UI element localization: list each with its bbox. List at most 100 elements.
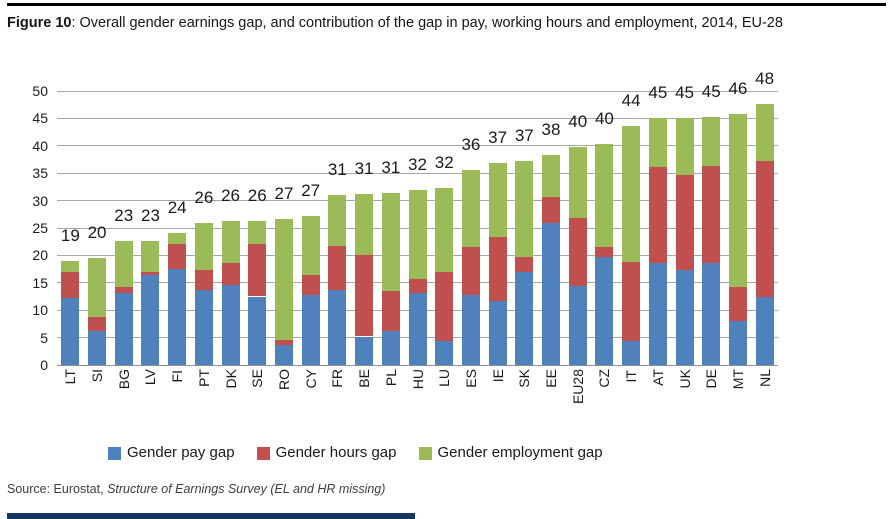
bar-segment-bg-gender-employment-gap xyxy=(114,241,133,288)
bar-total-label: 24 xyxy=(167,197,187,217)
bar-segment-hu-gender-pay-gap xyxy=(408,292,427,365)
x-axis-label-lu: LU xyxy=(435,369,453,431)
y-tick-label: 40 xyxy=(32,137,48,154)
x-axis-label-text: IT xyxy=(623,369,640,382)
bar-segment-hu-gender-employment-gap xyxy=(408,190,427,279)
bar-total-label: 26 xyxy=(194,187,214,207)
legend-label: Gender employment gap xyxy=(437,444,603,461)
bar-total-label: 27 xyxy=(274,184,294,204)
bar-segment-lu-gender-employment-gap xyxy=(435,187,454,272)
bar-segment-ie-gender-pay-gap xyxy=(488,301,507,365)
y-tick-label: 50 xyxy=(32,83,48,99)
x-axis-label-text: MT xyxy=(729,369,746,390)
bar-total-label: 40 xyxy=(594,109,614,129)
x-axis-line xyxy=(57,364,778,366)
cropped-next-section-rule xyxy=(7,513,415,519)
bar-segment-at-gender-pay-gap xyxy=(648,263,667,365)
y-tick-label: 15 xyxy=(32,274,48,291)
bar-segment-nl-gender-hours-gap xyxy=(755,160,774,298)
figure-number-label: Figure 10 xyxy=(7,15,72,31)
x-axis-label-fr: FR xyxy=(328,369,346,431)
bar-segment-es-gender-pay-gap xyxy=(461,295,480,365)
bar-segment-be-gender-employment-gap xyxy=(355,194,374,255)
x-axis-label-text: CY xyxy=(302,369,319,389)
bar-segment-lt-gender-pay-gap xyxy=(61,297,80,365)
bar-segment-lv-gender-pay-gap xyxy=(141,274,160,365)
bar-segment-es-gender-hours-gap xyxy=(461,246,480,296)
bar-segment-bg-gender-pay-gap xyxy=(114,292,133,365)
bar-total-label: 36 xyxy=(461,134,481,154)
x-axis-label-text: PT xyxy=(195,369,212,387)
bar-segment-dk-gender-pay-gap xyxy=(221,284,240,365)
bar-segment-pt-gender-employment-gap xyxy=(194,222,213,270)
bar-segment-ee-gender-hours-gap xyxy=(542,196,561,223)
x-axis-label-bg: BG xyxy=(115,369,133,431)
legend-item-gender-pay-gap: Gender pay gap xyxy=(108,445,235,461)
legend-swatch xyxy=(256,446,270,460)
x-axis-label-lt: LT xyxy=(61,369,79,431)
bar-total-label: 27 xyxy=(301,180,321,200)
bar-segment-eu28-gender-employment-gap xyxy=(568,147,587,219)
x-axis-label-text: NL xyxy=(756,369,773,387)
x-axis-label-pl: PL xyxy=(382,369,400,431)
legend-label: Gender pay gap xyxy=(127,444,235,461)
x-axis-label-text: LV xyxy=(142,369,159,386)
bar-segment-fr-gender-hours-gap xyxy=(328,246,347,290)
bar-total-label: 38 xyxy=(541,119,561,139)
x-axis-label-at: AT xyxy=(649,369,667,431)
x-axis-label-text: PL xyxy=(382,369,399,387)
x-axis-label-ie: IE xyxy=(489,369,507,431)
x-axis-label-mt: MT xyxy=(729,369,747,431)
bar-segment-cz-gender-hours-gap xyxy=(595,246,614,258)
y-tick-label: 10 xyxy=(32,302,48,319)
bar-segment-uk-gender-employment-gap xyxy=(675,118,694,175)
bar-segment-pt-gender-hours-gap xyxy=(194,269,213,291)
bar-total-label: 48 xyxy=(755,69,775,89)
bar-total-label: 32 xyxy=(408,155,427,175)
bar-segment-si-gender-employment-gap xyxy=(88,257,107,317)
x-axis-label-de: DE xyxy=(702,369,720,431)
bar-segment-uk-gender-pay-gap xyxy=(675,269,694,365)
bar-total-label: 37 xyxy=(514,125,534,145)
figure-title: Figure 10: Overall gender earnings gap, … xyxy=(7,14,877,32)
bar-segment-cy-gender-employment-gap xyxy=(301,215,320,276)
x-axis-label-text: HU xyxy=(409,369,426,390)
x-axis-label-text: LT xyxy=(62,369,79,385)
x-axis-label-nl: NL xyxy=(756,369,774,431)
bar-segment-fr-gender-pay-gap xyxy=(328,289,347,365)
source-italic: Structure of Earnings Survey (EL and HR … xyxy=(107,482,386,496)
bar-total-label: 26 xyxy=(247,185,267,205)
x-axis-label-text: ES xyxy=(462,369,479,388)
x-axis-label-it: IT xyxy=(622,369,640,431)
bar-total-label: 40 xyxy=(568,112,588,132)
bar-segment-pt-gender-pay-gap xyxy=(194,290,213,365)
top-rule xyxy=(7,3,886,6)
bar-segment-eu28-gender-pay-gap xyxy=(568,285,587,365)
bar-segment-mt-gender-pay-gap xyxy=(728,321,747,365)
bar-segment-at-gender-hours-gap xyxy=(648,166,667,264)
x-axis-label-cz: CZ xyxy=(595,369,613,431)
x-axis-label-lv: LV xyxy=(141,369,159,431)
x-axis-label-be: BE xyxy=(355,369,373,431)
stacked-bar-chart: 0 5 10 15 20 25 30 35 40 45 50 19 LT 20 SI 23 BG 23 LV 24 FI… xyxy=(32,69,778,431)
bar-segment-fi-gender-hours-gap xyxy=(168,244,187,270)
bar-segment-dk-gender-employment-gap xyxy=(221,221,240,263)
bar-segment-se-gender-hours-gap xyxy=(248,244,267,297)
gridline xyxy=(57,90,778,92)
bar-segment-hu-gender-hours-gap xyxy=(408,278,427,293)
gridline xyxy=(57,117,778,119)
bar-segment-cz-gender-employment-gap xyxy=(595,144,614,247)
x-axis-label-text: AT xyxy=(649,369,666,386)
bar-segment-de-gender-employment-gap xyxy=(702,116,721,167)
bar-segment-cz-gender-pay-gap xyxy=(595,257,614,365)
bar-segment-ro-gender-employment-gap xyxy=(274,219,293,340)
bar-segment-lu-gender-hours-gap xyxy=(435,271,454,342)
bar-segment-nl-gender-employment-gap xyxy=(755,104,774,161)
bar-segment-eu28-gender-hours-gap xyxy=(568,218,587,286)
bar-total-label: 31 xyxy=(354,159,374,179)
legend-item-gender-hours-gap: Gender hours gap xyxy=(256,445,397,461)
bar-segment-se-gender-pay-gap xyxy=(248,296,267,365)
bar-segment-fi-gender-pay-gap xyxy=(168,269,187,365)
bar-segment-sk-gender-pay-gap xyxy=(515,271,534,365)
legend-item-gender-employment-gap: Gender employment gap xyxy=(418,444,603,461)
